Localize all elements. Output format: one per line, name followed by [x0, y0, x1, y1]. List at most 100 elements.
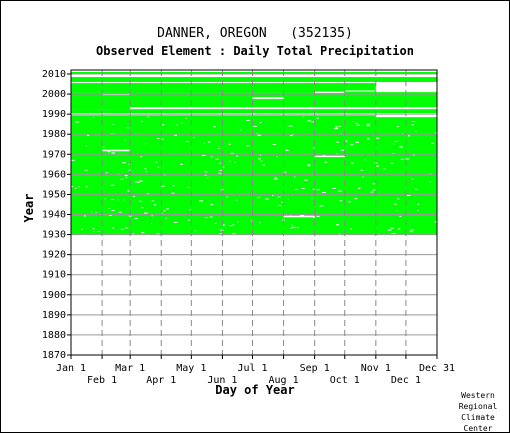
y-tick-label: 2000	[42, 89, 66, 100]
missing-day	[412, 154, 415, 156]
missing-day	[291, 224, 293, 226]
observed-band	[71, 109, 437, 114]
missing-day	[210, 156, 213, 158]
missing-day	[332, 187, 336, 189]
credit-line-4: Center	[463, 424, 493, 433]
missing-day	[302, 116, 305, 118]
missing-day	[335, 126, 338, 128]
missing-segment	[314, 91, 345, 94]
missing-day	[324, 161, 328, 163]
y-tick-label: 1890	[42, 310, 66, 321]
missing-segment	[375, 83, 437, 93]
missing-day	[396, 126, 399, 128]
missing-day	[316, 215, 320, 217]
missing-day	[219, 233, 223, 235]
missing-day	[307, 120, 311, 122]
missing-day	[417, 210, 419, 212]
missing-day	[173, 221, 178, 223]
missing-segment	[344, 90, 376, 92]
missing-day	[111, 210, 115, 212]
missing-day	[400, 158, 405, 160]
missing-day	[120, 228, 124, 230]
missing-day	[276, 156, 278, 158]
missing-day	[357, 187, 361, 189]
y-tick-label: 1980	[42, 129, 66, 140]
missing-day	[193, 137, 196, 139]
missing-day	[220, 229, 224, 231]
missing-day	[392, 143, 395, 145]
missing-day	[301, 187, 305, 189]
observed-band	[71, 77, 437, 83]
missing-day	[187, 186, 189, 188]
missing-day	[394, 140, 398, 142]
y-tick-label: 1930	[42, 230, 66, 241]
plot-axes: 2010 2000 1990 1980 1970 1960 1950 1940 1930 1920…	[42, 69, 455, 386]
missing-day	[210, 204, 214, 206]
missing-day	[85, 186, 88, 188]
missing-day	[210, 216, 213, 218]
missing-day	[285, 150, 289, 152]
missing-day	[218, 172, 222, 174]
missing-segment	[283, 215, 315, 218]
missing-day	[294, 176, 296, 178]
missing-day	[199, 200, 204, 202]
observed-band	[71, 115, 437, 235]
missing-day	[313, 217, 315, 219]
missing-day	[187, 219, 191, 221]
missing-day	[399, 215, 402, 217]
missing-day	[290, 227, 293, 229]
missing-day	[376, 137, 380, 139]
missing-day	[390, 162, 394, 164]
missing-day	[132, 195, 135, 197]
missing-day	[387, 229, 392, 231]
missing-segment	[130, 107, 438, 110]
missing-day	[124, 175, 128, 177]
missing-day	[229, 160, 231, 162]
missing-day	[218, 162, 222, 164]
missing-day	[397, 228, 401, 230]
missing-day	[372, 189, 376, 191]
missing-day	[282, 171, 287, 173]
missing-day	[396, 210, 398, 212]
missing-day	[336, 152, 338, 154]
missing-day	[220, 189, 224, 191]
missing-day	[120, 178, 124, 180]
missing-day	[84, 169, 88, 171]
y-tick-label: 1880	[42, 330, 66, 341]
missing-day	[277, 205, 282, 207]
missing-day	[87, 134, 90, 136]
missing-day	[338, 190, 342, 192]
missing-day	[308, 165, 310, 167]
missing-day	[256, 197, 261, 199]
missing-day	[383, 168, 386, 170]
missing-day	[108, 151, 111, 153]
missing-day	[339, 200, 342, 202]
missing-day	[132, 233, 135, 235]
missing-day	[111, 152, 115, 154]
x-tick-label: Feb 1	[87, 375, 117, 386]
missing-segment	[314, 155, 345, 158]
missing-day	[124, 227, 129, 229]
missing-day	[370, 191, 374, 193]
missing-day	[264, 198, 269, 200]
missing-day	[237, 221, 239, 223]
x-tick-label: Apr 1	[146, 375, 176, 386]
missing-day	[117, 199, 119, 201]
missing-day	[83, 215, 87, 217]
missing-day	[207, 177, 209, 179]
missing-day	[234, 161, 237, 163]
missing-day	[392, 152, 395, 154]
missing-day	[311, 197, 313, 199]
missing-day	[143, 212, 148, 214]
missing-day	[92, 117, 95, 119]
missing-day	[222, 166, 225, 168]
missing-day	[204, 171, 208, 173]
missing-day	[203, 142, 205, 144]
missing-day	[218, 169, 223, 171]
y-tick-label: 1920	[42, 250, 66, 261]
missing-day	[80, 228, 84, 230]
missing-segment	[252, 97, 284, 100]
missing-day	[316, 117, 319, 119]
missing-day	[355, 122, 358, 124]
